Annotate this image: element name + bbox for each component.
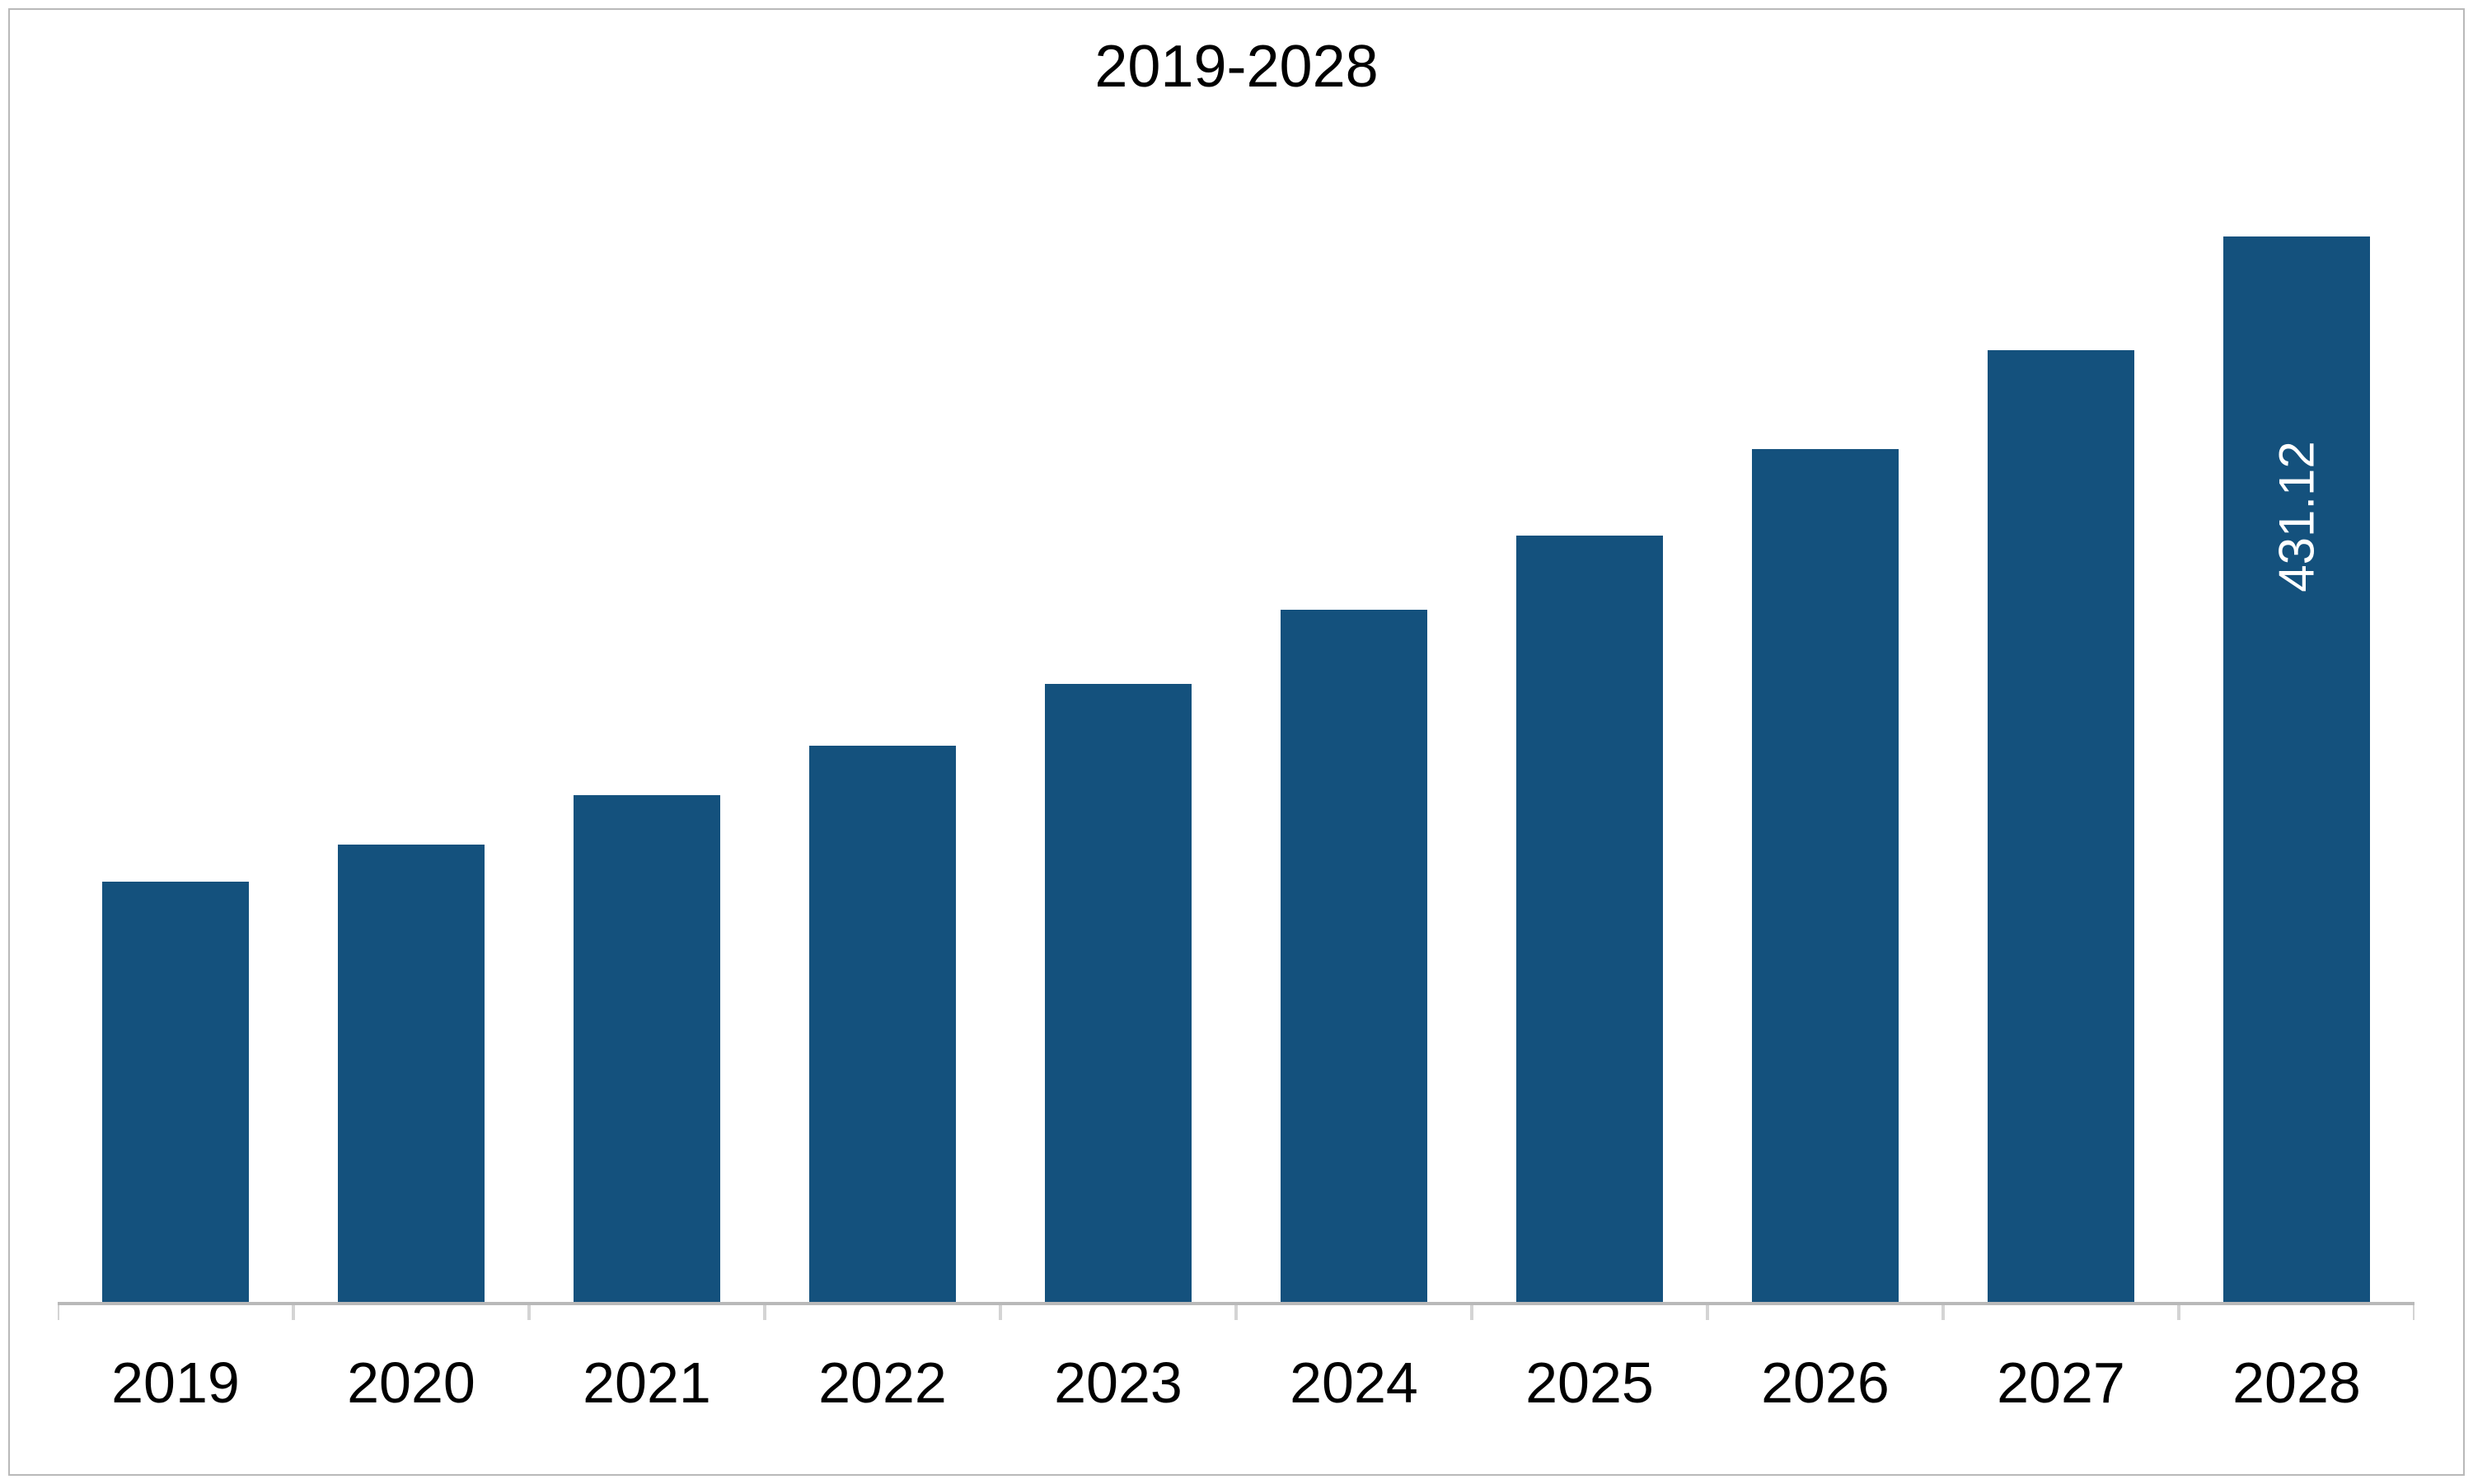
- bar: [1988, 350, 2133, 1302]
- bar: [1752, 449, 1898, 1302]
- bar: [338, 845, 484, 1302]
- x-axis-label: 2027: [1943, 1350, 2179, 1416]
- x-axis-label: 2026: [1707, 1350, 1943, 1416]
- x-axis-label: 2025: [1472, 1350, 1707, 1416]
- x-axis-label: 2024: [1236, 1350, 1472, 1416]
- bar-slot: [58, 165, 293, 1302]
- x-axis-label: 2022: [765, 1350, 1000, 1416]
- chart-title: 2019-2028: [0, 33, 2473, 101]
- bar: 431.12: [2223, 236, 2369, 1302]
- x-tick: [58, 1305, 293, 1320]
- bar-slot: [1472, 165, 1707, 1302]
- x-axis-label: 2028: [2179, 1350, 2414, 1416]
- bar: [809, 746, 955, 1302]
- x-axis-label: 2023: [1000, 1350, 1236, 1416]
- x-tick: [1236, 1305, 1472, 1320]
- bar-slot: [1236, 165, 1472, 1302]
- x-axis-ticks: [58, 1305, 2414, 1320]
- x-axis-labels: 2019202020212022202320242025202620272028: [58, 1350, 2414, 1416]
- bar-slot: [293, 165, 529, 1302]
- x-tick: [1943, 1305, 2179, 1320]
- bar: [102, 882, 248, 1302]
- x-tick: [1707, 1305, 1943, 1320]
- x-tick: [1472, 1305, 1707, 1320]
- bar-group: 431.12: [58, 165, 2414, 1302]
- x-axis-label: 2019: [58, 1350, 293, 1416]
- bar: [1281, 610, 1426, 1302]
- bar-slot: [529, 165, 765, 1302]
- bar: [574, 795, 719, 1302]
- x-tick: [529, 1305, 765, 1320]
- bar-value-label: 431.12: [2269, 441, 2325, 592]
- x-axis-label: 2021: [529, 1350, 765, 1416]
- x-tick: [765, 1305, 1000, 1320]
- bar-slot: 431.12: [2179, 165, 2414, 1302]
- bar-slot: [1000, 165, 1236, 1302]
- bar: [1045, 684, 1191, 1302]
- x-axis-label: 2020: [293, 1350, 529, 1416]
- x-tick: [293, 1305, 529, 1320]
- plot-area: 431.12: [58, 165, 2414, 1302]
- bar: [1516, 536, 1662, 1302]
- bar-slot: [765, 165, 1000, 1302]
- bar-slot: [1707, 165, 1943, 1302]
- bar-slot: [1943, 165, 2179, 1302]
- x-tick: [1000, 1305, 1236, 1320]
- x-tick: [2179, 1305, 2414, 1320]
